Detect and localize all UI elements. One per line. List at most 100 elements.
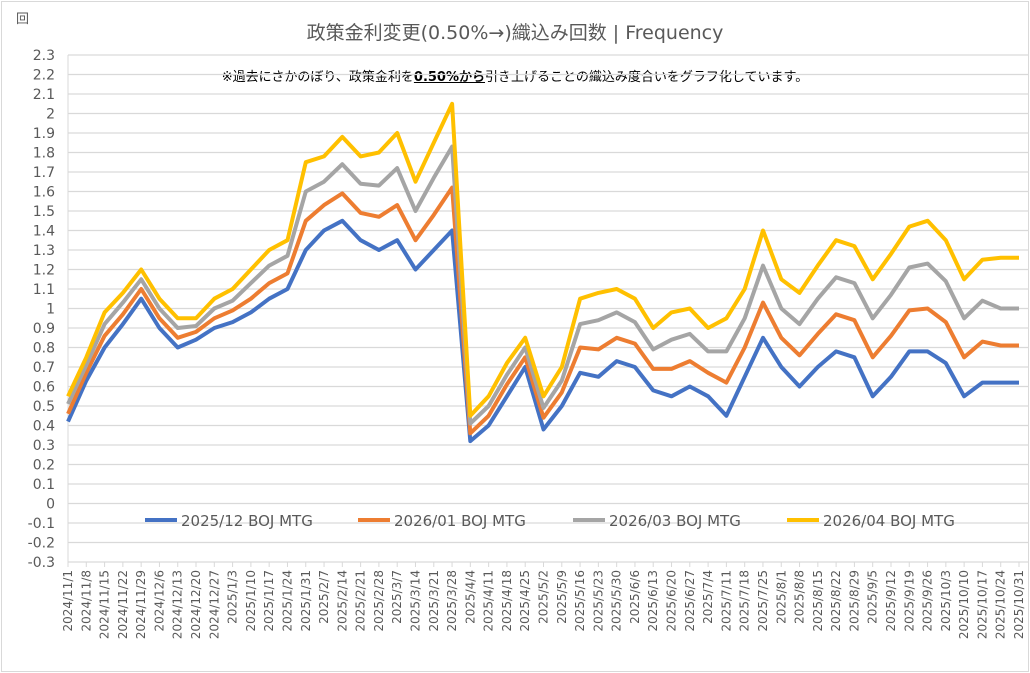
x-tick-label: 2025/2/28: [372, 570, 386, 632]
annotation-emphasis: 0.50%から: [413, 70, 486, 85]
x-tick-label: 2025/3/14: [408, 570, 422, 632]
x-tick-label: 2024/11/29: [134, 570, 148, 639]
y-tick-label: 1.7: [33, 165, 55, 181]
series-line: [66, 218, 1019, 444]
x-tick-label: 2025/8/29: [847, 570, 861, 632]
x-tick-label: 2025/1/10: [244, 570, 258, 632]
legend-label: 2026/01 BOJ MTG: [394, 512, 526, 530]
legend: 2025/12 BOJ MTG 2026/01 BOJ MTG 2026/03 BO…: [145, 512, 955, 530]
y-tick-label: 2: [46, 107, 55, 123]
x-tick-label: 2025/1/17: [262, 570, 276, 632]
x-tick-label: 2024/12/6: [152, 570, 166, 632]
x-tick-label: 2025/9/5: [866, 570, 880, 624]
y-tick-label: 1.6: [33, 185, 55, 201]
x-tick-label: 2025/2/7: [317, 570, 331, 624]
x-tick-label: 2025/10/24: [994, 570, 1008, 639]
x-tick-label: 2025/1/31: [299, 570, 313, 632]
x-tick-label: 2024/11/15: [98, 570, 112, 639]
x-tick-label: 2025/2/14: [335, 570, 349, 632]
x-tick-label: 2025/8/22: [829, 570, 843, 632]
y-tick-label: -0.1: [28, 516, 55, 532]
x-tick-label: 2025/5/16: [573, 570, 587, 632]
legend-label: 2025/12 BOJ MTG: [181, 512, 313, 530]
y-tick-label: 2.3: [33, 48, 55, 64]
x-tick-label: 2025/6/6: [628, 570, 642, 624]
y-tick-label: -0.2: [28, 536, 55, 552]
x-tick-label: 2025/7/11: [719, 570, 733, 632]
y-tick-label: 2.1: [33, 87, 55, 103]
y-tick-label: -0.3: [28, 555, 55, 571]
x-tick-label: 2025/10/17: [975, 570, 989, 639]
annotation-prefix: ※過去にさかのぼり、政策金利を: [221, 70, 414, 85]
y-tick-label: 1.4: [33, 224, 55, 240]
series-lines: [66, 101, 1019, 444]
legend-label: 2026/03 BOJ MTG: [609, 512, 741, 530]
y-tick-label: 2.2: [33, 68, 55, 84]
x-tick-label: 2025/6/27: [683, 570, 697, 632]
y-tick-label: 1: [46, 302, 55, 318]
y-tick-label: 1.3: [33, 243, 55, 259]
y-tick-label: 0.8: [33, 341, 55, 357]
legend-label: 2026/04 BOJ MTG: [823, 512, 955, 530]
y-tick-label: 0.9: [33, 321, 55, 337]
y-axis-ticks: -0.3 -0.2 -0.1 0 0.1 0.2 0.3 0.4 0.5 0.6 0.7 0.8 0.9…: [28, 48, 55, 571]
x-tick-label: 2025/1/3: [226, 570, 240, 624]
y-tick-label: 0.4: [33, 419, 55, 435]
x-tick-label: 2025/6/20: [665, 570, 679, 632]
x-tick-label: 2025/9/12: [884, 570, 898, 632]
series-line: [66, 144, 1019, 426]
y-tick-label: 0.6: [33, 380, 55, 396]
y-tick-label: 1.8: [33, 146, 55, 162]
x-tick-label: 2025/3/7: [390, 570, 404, 624]
x-tick-label: 2025/10/3: [939, 570, 953, 632]
x-tick-label: 2025/6/13: [646, 570, 660, 632]
x-tick-label: 2025/1/24: [280, 570, 294, 632]
x-tick-label: 2024/12/13: [171, 570, 185, 639]
x-tick-label: 2024/12/27: [207, 570, 221, 639]
y-tick-label: 0.1: [33, 477, 55, 493]
chart-title: 政策金利変更(0.50%→)織込み回数 | Frequency: [306, 22, 724, 44]
y-tick-label: 0.5: [33, 399, 55, 415]
y-tick-label: 0.3: [33, 438, 55, 454]
x-tick-label: 2025/9/26: [921, 570, 935, 632]
y-tick-label: 0.2: [33, 458, 55, 474]
x-tick-label: 2025/7/25: [756, 570, 770, 632]
y-tick-label: 1.5: [33, 204, 55, 220]
x-tick-label: 2025/3/28: [445, 570, 459, 632]
x-tick-label: 2025/5/30: [610, 570, 624, 632]
x-tick-label: 2025/4/18: [500, 570, 514, 632]
y-tick-label: 1.1: [33, 282, 55, 298]
x-tick-label: 2025/7/4: [701, 570, 715, 624]
x-tick-label: 2024/11/1: [61, 570, 75, 632]
x-tick-label: 2025/3/21: [427, 570, 441, 632]
x-tick-label: 2025/8/15: [811, 570, 825, 632]
x-tick-label: 2025/8/1: [774, 570, 788, 624]
series-line: [66, 101, 1019, 418]
x-tick-label: 2025/7/18: [738, 570, 752, 632]
y-axis-unit-label: 回: [16, 12, 30, 27]
x-tick-label: 2025/5/2: [537, 570, 551, 624]
gridlines: [67, 54, 1028, 563]
x-tick-label: 2025/8/8: [793, 570, 807, 624]
x-tick-label: 2025/5/23: [591, 570, 605, 632]
x-tick-label: 2025/4/25: [518, 570, 532, 632]
x-tick-label: 2025/10/31: [1012, 570, 1026, 639]
x-tick-label: 2025/2/21: [354, 570, 368, 632]
x-tick-label: 2025/9/19: [902, 570, 916, 632]
x-tick-label: 2025/5/9: [555, 570, 569, 624]
x-axis-ticks: 2024/11/1 2024/11/8 2024/11/15 2024/11/22 20…: [61, 562, 1026, 639]
y-tick-label: 0: [46, 497, 55, 513]
x-tick-label: 2025/4/4: [463, 570, 477, 624]
x-tick-label: 2024/11/22: [116, 570, 130, 639]
x-tick-label: 2025/10/10: [957, 570, 971, 639]
annotation-suffix: 引き上げることの織込み度合いをグラフ化しています。: [485, 70, 809, 85]
y-tick-label: 0.7: [33, 360, 55, 376]
y-tick-label: 1.2: [33, 263, 55, 279]
y-tick-label: 1.9: [33, 126, 55, 142]
x-tick-label: 2025/4/11: [482, 570, 496, 632]
series-line: [66, 185, 1019, 436]
chart-annotation: ※過去にさかのぼり、政策金利を0.50%から引き上げることの織込み度合いをグラフ…: [0, 66, 1030, 85]
x-tick-label: 2024/12/20: [189, 570, 203, 639]
